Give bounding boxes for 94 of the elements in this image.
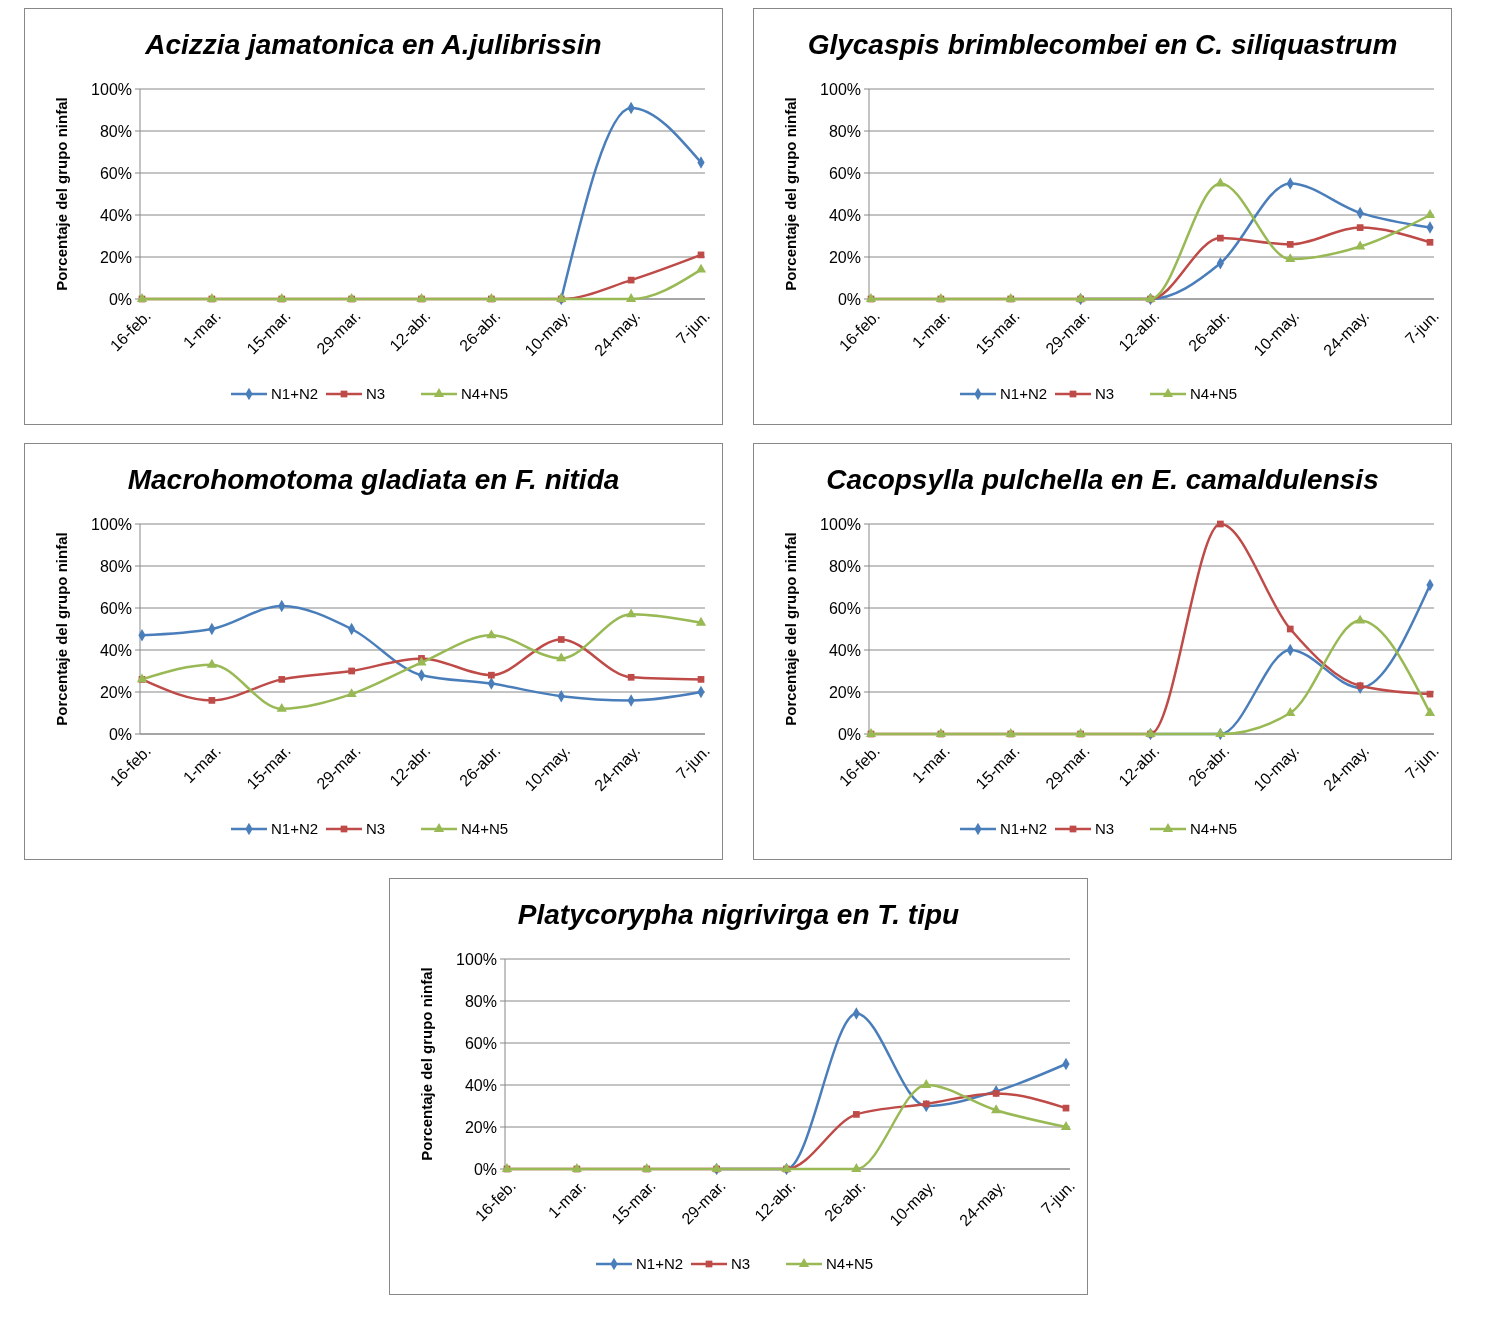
y-tick-label: 40%: [828, 206, 861, 224]
legend-label: N1+N2: [271, 385, 319, 403]
point: [488, 671, 495, 679]
point: [1286, 241, 1294, 248]
chart-title: Cacopsylla pulchella en E. camaldulensis: [826, 464, 1379, 495]
point: [348, 667, 355, 675]
point: [208, 697, 216, 704]
y-tick-label: 100%: [91, 80, 132, 98]
point: [1217, 234, 1224, 242]
legend-label: N4+N5: [1190, 820, 1238, 838]
y-tick-label: 60%: [99, 164, 132, 182]
point: [416, 656, 427, 666]
legend-label: N4+N5: [461, 820, 509, 838]
point: [1356, 224, 1364, 231]
point: [1356, 682, 1364, 690]
legend-label: N1+N2: [1000, 820, 1048, 838]
x-tick-label: 7-jun.: [1401, 742, 1443, 783]
y-tick-label: 20%: [99, 248, 132, 266]
x-tick-label: 7-jun.: [1037, 1177, 1078, 1218]
y-tick-label: 40%: [828, 641, 861, 659]
y-axis-title: Porcentaje del grupo ninfal: [53, 97, 70, 291]
point: [206, 658, 217, 668]
legend-label: N4+N5: [1190, 385, 1238, 403]
y-tick-label: 60%: [464, 1034, 497, 1052]
point: [346, 688, 357, 698]
legend-label: N3: [1095, 385, 1115, 403]
y-tick-label: 60%: [828, 164, 861, 182]
point: [1060, 1121, 1071, 1130]
legend-label: N3: [366, 385, 386, 403]
chart-title: Platycorypha nigrivirga en T. tipu: [517, 899, 959, 930]
chart-title: Acizzia jamatonica en A.julibrissin: [144, 29, 602, 60]
y-tick-label: 40%: [99, 641, 132, 659]
point: [1217, 520, 1224, 528]
point: [1426, 238, 1434, 246]
legend-label: N1+N2: [271, 820, 319, 838]
point: [850, 1163, 861, 1172]
point: [1215, 728, 1226, 737]
y-tick-label: 40%: [99, 206, 132, 224]
y-tick-label: 0%: [837, 290, 861, 308]
y-tick-label: 80%: [464, 992, 497, 1010]
point: [276, 702, 287, 712]
point: [486, 629, 497, 639]
point: [556, 652, 567, 662]
point: [922, 1100, 930, 1108]
y-tick-label: 20%: [828, 248, 861, 266]
x-tick-label: 7-jun.: [1401, 307, 1443, 348]
point: [1286, 625, 1294, 633]
point: [1285, 707, 1296, 716]
y-tick-label: 60%: [99, 599, 132, 617]
point: [278, 676, 286, 683]
point: [990, 1104, 1001, 1114]
y-tick-label: 20%: [828, 683, 861, 701]
point: [557, 636, 565, 643]
point: [1355, 614, 1366, 624]
y-axis-title: Porcentaje del grupo ninfal: [782, 97, 799, 291]
y-axis-title: Porcentaje del grupo ninfal: [417, 967, 435, 1161]
y-tick-label: 100%: [91, 515, 132, 533]
y-tick-label: 0%: [108, 290, 132, 308]
legend-label: N4+N5: [461, 385, 509, 403]
y-tick-label: 80%: [828, 122, 861, 140]
y-tick-label: 80%: [99, 122, 132, 140]
y-tick-label: 0%: [473, 1160, 497, 1178]
y-tick-label: 60%: [828, 599, 861, 617]
chart-title: Macrohomotoma gladiata en F. nitida: [127, 464, 620, 495]
point: [852, 1111, 860, 1118]
legend-label: N1+N2: [635, 1255, 683, 1273]
x-tick-label: 7-jun.: [672, 307, 714, 348]
point: [1285, 253, 1296, 263]
legend-label: N3: [1095, 820, 1115, 838]
y-tick-label: 100%: [455, 950, 497, 968]
y-axis-title: Porcentaje del grupo ninfal: [782, 532, 799, 726]
point: [1355, 240, 1366, 250]
x-tick-label: 7-jun.: [672, 742, 714, 783]
point: [1424, 707, 1436, 716]
y-tick-label: 100%: [820, 515, 861, 533]
y-tick-label: 100%: [820, 80, 861, 98]
y-axis-title: Porcentaje del grupo ninfal: [53, 532, 70, 726]
y-tick-label: 0%: [108, 725, 132, 743]
y-tick-label: 80%: [99, 557, 132, 575]
y-tick-label: 20%: [464, 1118, 497, 1136]
point: [627, 673, 635, 681]
legend-label: N1+N2: [1000, 385, 1048, 403]
legend-label: N3: [366, 820, 386, 838]
y-tick-label: 40%: [464, 1076, 497, 1094]
y-tick-label: 0%: [837, 725, 861, 743]
point: [920, 1079, 931, 1088]
point: [697, 676, 705, 683]
y-tick-label: 20%: [99, 683, 132, 701]
legend-label: N3: [730, 1255, 750, 1273]
y-tick-label: 80%: [828, 557, 861, 575]
chart-title: Glycaspis brimblecombei en C. siliquastrum: [807, 29, 1398, 60]
point: [695, 616, 707, 626]
point: [626, 608, 637, 618]
legend-label: N4+N5: [825, 1255, 873, 1273]
